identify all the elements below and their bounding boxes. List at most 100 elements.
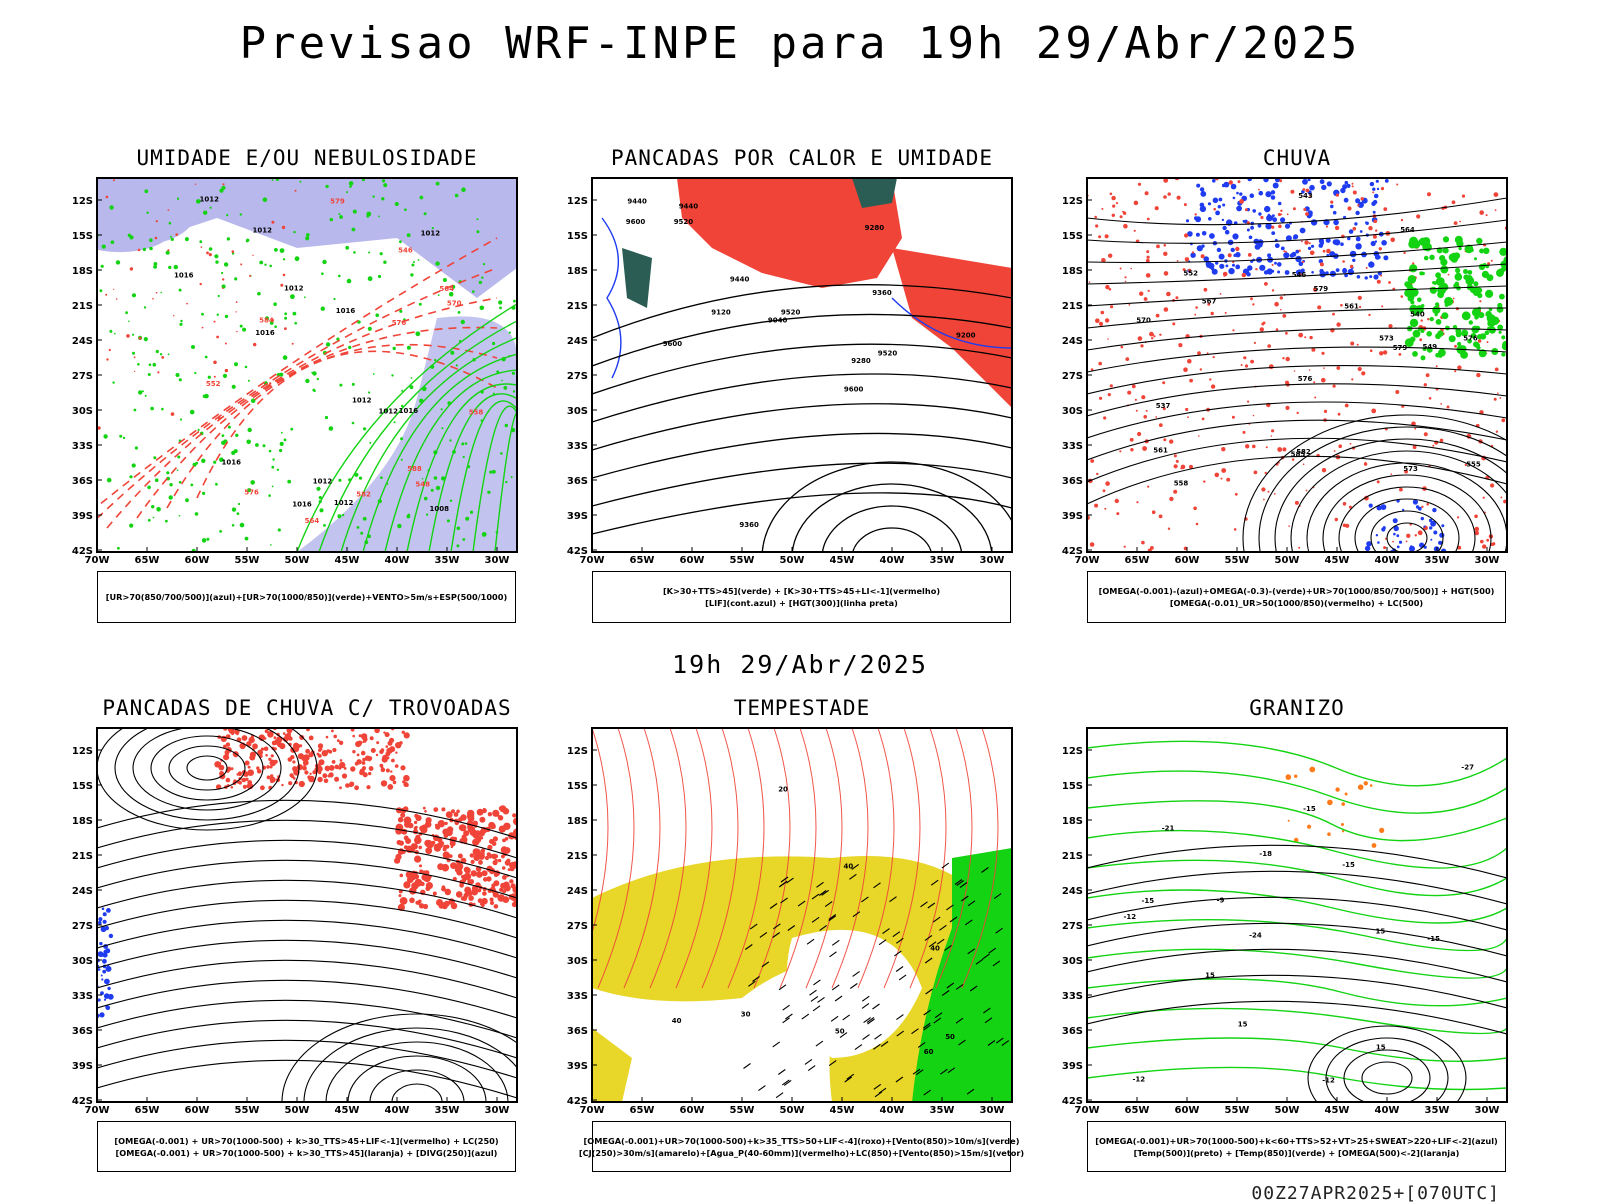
wind-vector — [992, 960, 1001, 967]
speckle — [1176, 260, 1179, 262]
hgt-contour — [592, 492, 1012, 535]
speckle — [1440, 258, 1448, 266]
speckle — [486, 876, 492, 882]
speckle — [1149, 331, 1154, 337]
hgt500-contour — [1087, 307, 1507, 329]
streamline — [97, 839, 517, 879]
speckle — [1261, 322, 1265, 326]
wind-vector — [873, 1083, 882, 1090]
speckle — [1467, 270, 1473, 275]
speckle — [1445, 325, 1450, 331]
speckle — [1270, 190, 1276, 195]
contour-label: 564 — [305, 517, 320, 525]
speckle — [1196, 245, 1203, 252]
contour-label: -15 — [1142, 897, 1155, 905]
speckle — [1423, 545, 1427, 549]
contour-label: 537 — [1156, 402, 1171, 410]
speckle — [1252, 414, 1255, 417]
speckle — [1285, 250, 1287, 253]
speckle — [157, 371, 160, 374]
speckle — [499, 306, 502, 310]
speckle — [1479, 210, 1484, 215]
lc-contour — [883, 728, 921, 989]
speckle — [1200, 191, 1207, 197]
speckle — [511, 901, 517, 908]
speckle — [1235, 246, 1240, 252]
contour-label: 570 — [447, 299, 462, 307]
speckle — [1272, 214, 1275, 217]
speckle — [386, 747, 393, 754]
speckle — [1265, 191, 1272, 198]
speckle — [1321, 468, 1327, 473]
speckle — [379, 749, 384, 754]
speckle — [1230, 247, 1235, 253]
speckle — [1247, 253, 1252, 257]
speckle — [1088, 281, 1091, 283]
lat-label: 39S — [1062, 511, 1083, 522]
speckle — [138, 390, 143, 395]
speckle — [1369, 349, 1373, 352]
speckle — [269, 765, 273, 769]
thickness-contour — [196, 350, 498, 499]
speckle — [1222, 225, 1227, 231]
speckle — [236, 330, 238, 333]
contour-label: 573 — [1403, 465, 1418, 473]
speckle — [487, 490, 491, 494]
lon-label: 65W — [630, 1105, 655, 1116]
speckle — [308, 735, 314, 741]
speckle — [104, 978, 110, 985]
speckle-field — [97, 179, 297, 430]
contour-label: 561 — [1344, 302, 1359, 310]
speckle — [1277, 201, 1282, 206]
speckle — [1214, 472, 1220, 478]
speckle — [465, 516, 470, 521]
speckle — [179, 418, 183, 421]
speckle — [167, 353, 170, 356]
speckle — [143, 306, 147, 309]
lc-contour — [805, 728, 843, 989]
lat-label: 27S — [1062, 921, 1083, 932]
speckle — [1435, 365, 1438, 368]
speckle — [1359, 230, 1363, 233]
speckle — [1481, 270, 1489, 278]
speckle — [1417, 530, 1423, 536]
wind-vector — [758, 1085, 766, 1092]
streamline — [97, 919, 517, 959]
speckle — [331, 760, 336, 764]
speckle — [509, 862, 515, 868]
speckle — [222, 373, 228, 378]
hgt-contour — [852, 527, 932, 552]
speckle — [450, 862, 457, 869]
speckle — [1364, 495, 1369, 501]
speckle — [1414, 427, 1417, 430]
speckle — [1216, 247, 1222, 253]
speckle — [1194, 313, 1197, 316]
speckle — [405, 882, 409, 886]
speckle — [367, 326, 372, 331]
speckle — [231, 252, 235, 255]
speckle — [1101, 207, 1104, 210]
speckle — [1270, 195, 1276, 200]
speckle — [321, 272, 324, 275]
speckle — [1427, 318, 1430, 321]
speckle — [1435, 319, 1442, 325]
hgt-contour — [592, 403, 1012, 451]
speckle — [1305, 188, 1310, 193]
speckle — [1298, 249, 1301, 252]
speckle — [446, 519, 450, 523]
speckle — [462, 538, 466, 541]
speckle — [176, 197, 180, 200]
speckle — [1207, 302, 1211, 306]
speckle — [392, 780, 397, 785]
speckle — [1412, 445, 1417, 450]
wind-vector — [878, 1087, 887, 1094]
wind-vector — [894, 950, 902, 957]
speckle — [203, 210, 208, 215]
speckle — [362, 516, 367, 521]
speckle — [1500, 496, 1503, 499]
panel-title: GRANIZO — [1249, 696, 1345, 720]
speckle — [339, 786, 342, 790]
speckle — [129, 267, 134, 271]
speckle — [1187, 358, 1192, 364]
speckle — [399, 240, 402, 244]
